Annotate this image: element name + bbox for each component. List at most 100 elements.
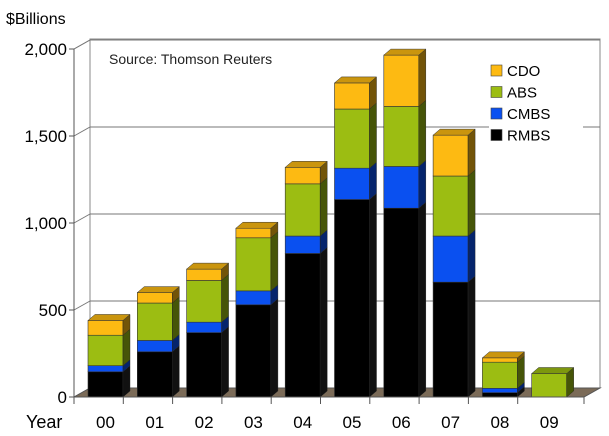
bar-segment-abs	[432, 175, 469, 237]
bar-segment-abs	[235, 237, 272, 292]
legend-label-rmbs: RMBS	[507, 128, 550, 145]
bar-segment-cdo	[235, 227, 272, 239]
bar-side-abs	[320, 177, 328, 237]
bar-side-abs	[418, 99, 426, 167]
bar-00	[87, 314, 131, 398]
x-tick-label: 02	[195, 413, 214, 432]
bar-top	[185, 262, 230, 270]
bar-segment-cmbs	[432, 235, 469, 283]
legend-swatch-abs	[490, 86, 503, 98]
bar-segment-cdo	[482, 357, 518, 363]
bar-05	[333, 76, 378, 398]
x-tick-label: 05	[343, 413, 362, 432]
bar-09	[531, 367, 575, 398]
bar-top	[481, 351, 526, 359]
gridline-side	[73, 213, 91, 224]
bar-top	[531, 367, 575, 374]
bar-side-abs	[467, 169, 476, 237]
x-tick-label: 06	[392, 413, 411, 432]
bar-top	[432, 128, 476, 136]
bar-segment-cdo	[334, 82, 370, 110]
bar-segment-abs	[284, 183, 321, 237]
bar-segment-abs	[482, 361, 518, 389]
bar-side-cdo	[418, 48, 426, 107]
bar-segment-abs	[383, 106, 420, 167]
bar-segment-rmbs	[432, 281, 469, 398]
bar-side-cmbs	[418, 160, 426, 209]
x-axis-label: Year	[26, 412, 62, 432]
bar-04	[284, 160, 328, 398]
y-tick-label: 500	[39, 301, 67, 320]
bar-segment-rmbs	[383, 207, 420, 398]
bar-segment-abs	[186, 280, 222, 323]
bar-segment-cmbs	[334, 167, 370, 200]
bar-segment-cdo	[186, 268, 222, 281]
bar-08	[481, 351, 526, 398]
bar-segment-cdo	[383, 54, 420, 107]
bar-side-rmbs	[221, 326, 229, 398]
bar-side-cmbs	[369, 161, 377, 200]
bar-01	[136, 286, 180, 398]
bar-segment-cmbs	[186, 321, 222, 333]
bar-top	[136, 286, 180, 293]
source-annotation: Source: Thomson Reuters	[109, 51, 272, 67]
bar-top	[383, 48, 427, 56]
bar-side-rmbs	[172, 345, 180, 398]
bar-segment-cmbs	[137, 340, 173, 353]
bar-segment-rmbs	[334, 199, 370, 398]
bar-side-cmbs	[467, 229, 476, 283]
bar-side-rmbs	[369, 193, 377, 398]
legend-swatch-cmbs	[490, 107, 503, 120]
gridline-side	[73, 300, 91, 311]
legend-label-cdo: CDO	[507, 63, 540, 80]
y-tick-label: 0	[58, 388, 67, 407]
legend-label-abs: ABS	[507, 85, 537, 102]
bar-side-rmbs	[320, 247, 328, 398]
bar-segment-abs	[137, 302, 173, 341]
bar-segment-cmbs	[235, 290, 272, 306]
bar-03	[235, 221, 279, 398]
bar-segment-cdo	[87, 320, 124, 336]
bar-segment-cmbs	[482, 387, 518, 393]
x-tick-label: 01	[145, 413, 164, 432]
bar-segment-rmbs	[482, 392, 518, 398]
bar-segment-rmbs	[87, 371, 124, 398]
bar-side-abs	[221, 273, 229, 323]
y-axis-label: $Billions	[6, 11, 66, 28]
bar-top	[284, 161, 328, 168]
gridline-side	[73, 126, 91, 137]
bar-07	[432, 128, 476, 398]
bar-segment-cmbs	[284, 235, 321, 254]
bar-segment-abs	[87, 334, 124, 366]
gridline-side	[73, 39, 91, 50]
legend-box	[489, 58, 583, 146]
bar-segment-cmbs	[87, 365, 124, 373]
bar-segment-cdo	[284, 167, 321, 185]
bar-side-rmbs	[418, 201, 426, 398]
y-tick-label: 2,000	[24, 40, 67, 59]
bar-side-rmbs	[270, 298, 279, 398]
bar-segment-cdo	[137, 292, 173, 304]
bar-segment-rmbs	[235, 304, 272, 398]
y-tick-label: 1,000	[24, 214, 67, 233]
bar-side-rmbs	[467, 275, 476, 398]
bar-top	[333, 76, 378, 84]
x-tick-label: 00	[96, 413, 115, 432]
bar-segment-cmbs	[383, 166, 420, 209]
x-tick-label: 03	[244, 413, 263, 432]
bar-06	[383, 48, 427, 398]
x-tick-label: 09	[540, 413, 559, 432]
bar-02	[185, 262, 230, 398]
bar-top	[235, 221, 279, 229]
bar-side-abs	[270, 231, 279, 292]
bar-top	[87, 314, 131, 321]
y-tick-label: 1,500	[24, 127, 67, 146]
bar-segment-rmbs	[186, 332, 222, 398]
bar-segment-rmbs	[284, 253, 321, 398]
x-tick-label: 07	[441, 413, 460, 432]
legend-swatch-cdo	[490, 64, 503, 77]
bar-segment-cdo	[432, 134, 469, 177]
bar-segment-abs	[531, 373, 568, 398]
bar-side-abs	[172, 296, 180, 341]
